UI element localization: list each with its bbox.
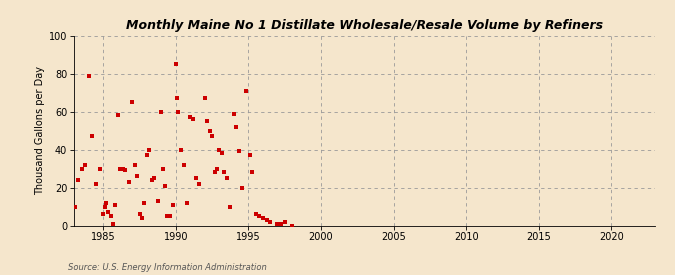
Point: [171, 62, 182, 66]
Point: [130, 163, 140, 167]
Point: [191, 176, 202, 180]
Point: [211, 166, 222, 171]
Point: [144, 147, 155, 152]
Point: [132, 174, 142, 178]
Point: [225, 204, 236, 209]
Point: [257, 216, 268, 220]
Point: [185, 115, 196, 120]
Point: [176, 147, 186, 152]
Point: [136, 216, 147, 220]
Point: [229, 111, 240, 116]
Point: [265, 219, 275, 224]
Point: [182, 200, 192, 205]
Point: [246, 170, 257, 175]
Point: [99, 204, 110, 209]
Point: [98, 212, 109, 216]
Point: [272, 221, 283, 226]
Point: [179, 163, 190, 167]
Point: [205, 128, 215, 133]
Point: [221, 176, 232, 180]
Point: [250, 212, 261, 216]
Point: [171, 96, 182, 101]
Point: [231, 125, 242, 129]
Point: [244, 153, 255, 158]
Y-axis label: Thousand Gallons per Day: Thousand Gallons per Day: [35, 66, 45, 195]
Point: [286, 223, 297, 228]
Text: Source: U.S. Energy Information Administration: Source: U.S. Energy Information Administ…: [68, 263, 266, 272]
Point: [254, 214, 265, 218]
Point: [240, 89, 251, 93]
Point: [193, 182, 204, 186]
Point: [168, 202, 179, 207]
Point: [103, 210, 113, 214]
Point: [112, 113, 123, 118]
Point: [207, 134, 217, 139]
Point: [76, 166, 87, 171]
Point: [234, 149, 244, 154]
Point: [279, 219, 290, 224]
Point: [134, 212, 145, 216]
Point: [107, 221, 118, 226]
Point: [237, 185, 248, 190]
Point: [72, 178, 83, 182]
Title: Monthly Maine No 1 Distillate Wholesale/Resale Volume by Refiners: Monthly Maine No 1 Distillate Wholesale/…: [126, 19, 603, 32]
Point: [261, 218, 272, 222]
Point: [188, 117, 198, 122]
Point: [110, 202, 121, 207]
Point: [142, 153, 153, 158]
Point: [124, 180, 134, 184]
Point: [101, 200, 111, 205]
Point: [115, 166, 126, 171]
Point: [209, 170, 220, 175]
Point: [119, 168, 130, 173]
Point: [105, 214, 116, 218]
Point: [117, 166, 128, 171]
Point: [275, 221, 286, 226]
Point: [159, 183, 170, 188]
Point: [80, 163, 90, 167]
Point: [90, 182, 101, 186]
Point: [70, 204, 81, 209]
Point: [157, 166, 168, 171]
Point: [173, 109, 184, 114]
Point: [162, 214, 173, 218]
Point: [87, 134, 98, 139]
Point: [214, 147, 225, 152]
Point: [202, 119, 213, 123]
Point: [139, 200, 150, 205]
Point: [199, 96, 210, 101]
Point: [164, 214, 175, 218]
Point: [84, 73, 95, 78]
Point: [95, 166, 105, 171]
Point: [217, 151, 227, 156]
Point: [127, 100, 138, 104]
Point: [146, 178, 157, 182]
Point: [219, 170, 230, 175]
Point: [156, 109, 167, 114]
Point: [148, 176, 159, 180]
Point: [153, 199, 163, 203]
